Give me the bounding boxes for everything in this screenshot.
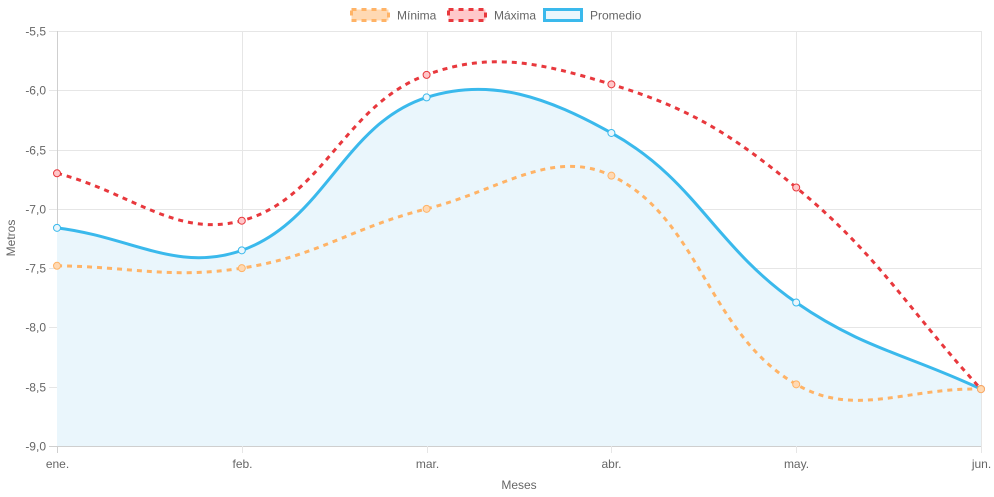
y-tick-label: -6,0 bbox=[25, 84, 46, 98]
x-axis-ticks: ene. feb. mar. abr. may. jun. bbox=[46, 457, 991, 471]
data-point-promedio bbox=[237, 246, 246, 255]
y-tick-label: -7,5 bbox=[25, 262, 46, 276]
legend-label-promedio: Promedio bbox=[590, 9, 642, 23]
y-tick-label: -7,0 bbox=[25, 203, 46, 217]
series-fill-promedio bbox=[57, 89, 981, 446]
legend-swatch-maxima bbox=[447, 8, 487, 22]
data-point-minima bbox=[53, 261, 61, 270]
legend: Mínima Máxima Promedio bbox=[350, 8, 642, 23]
legend-item-promedio: Promedio bbox=[543, 8, 642, 23]
data-point-minima bbox=[792, 380, 801, 389]
data-point-promedio bbox=[53, 223, 61, 232]
legend-label-maxima: Máxima bbox=[494, 9, 536, 23]
x-tick-label: feb. bbox=[232, 457, 252, 471]
data-point-promedio bbox=[422, 93, 431, 102]
y-tick-label: -8,5 bbox=[25, 381, 46, 395]
y-tick-label: -5,5 bbox=[25, 25, 46, 39]
series-fills bbox=[57, 89, 981, 446]
data-point-minima bbox=[422, 204, 431, 213]
data-point-promedio bbox=[792, 298, 801, 307]
legend-item-minima: Mínima bbox=[350, 8, 437, 23]
data-point-maxima bbox=[237, 216, 246, 225]
data-point-maxima bbox=[607, 80, 616, 89]
series-lines bbox=[56, 60, 983, 402]
legend-swatch-minima bbox=[350, 8, 390, 22]
y-axis-ticks: -5,5 -6,0 -6,5 -7,0 -7,5 -8,0 -8,5 -9,0 bbox=[25, 25, 46, 454]
series-line-minima bbox=[56, 164, 982, 402]
data-point-maxima bbox=[53, 169, 61, 178]
data-point-promedio bbox=[607, 128, 616, 137]
y-tick-label: -6,5 bbox=[25, 144, 46, 158]
data-point-minima bbox=[237, 264, 246, 273]
legend-swatch-promedio bbox=[543, 8, 583, 22]
x-tick-label: mar. bbox=[416, 457, 439, 471]
x-tick-label: may. bbox=[784, 457, 809, 471]
data-point-minima bbox=[607, 171, 616, 180]
x-tick-label: ene. bbox=[46, 457, 69, 471]
y-tick-label: -9,0 bbox=[25, 440, 46, 454]
x-axis-title: Meses bbox=[501, 478, 536, 492]
series-points bbox=[53, 70, 985, 394]
data-point-maxima bbox=[792, 183, 801, 192]
y-tick-label: -8,0 bbox=[25, 321, 46, 335]
y-axis-title: Metros bbox=[4, 220, 18, 257]
legend-item-maxima: Máxima bbox=[447, 8, 536, 23]
x-tick-label: jun. bbox=[971, 457, 991, 471]
x-tick-label: abr. bbox=[601, 457, 621, 471]
legend-label-minima: Mínima bbox=[397, 9, 437, 23]
series-line-promedio bbox=[56, 87, 982, 391]
data-point-maxima bbox=[422, 70, 431, 79]
data-point-minima bbox=[977, 385, 985, 394]
series-line-maxima bbox=[56, 60, 983, 391]
